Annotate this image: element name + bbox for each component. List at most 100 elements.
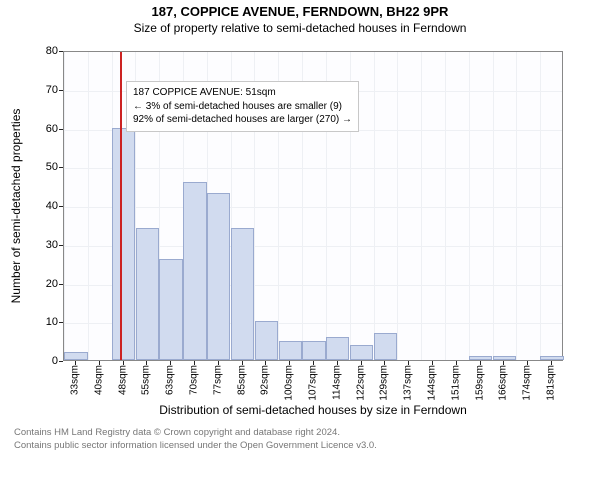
x-tick-label: 166sqm (498, 365, 509, 401)
histogram-bar (64, 352, 87, 360)
y-tick-label: 50 (28, 161, 58, 173)
y-tick-label: 70 (28, 84, 58, 96)
info-line-2: ← 3% of semi-detached houses are smaller… (133, 100, 352, 114)
y-tick-label: 60 (28, 123, 58, 135)
x-tick-label: 137sqm (403, 365, 414, 401)
x-tick-label: 33sqm (69, 365, 80, 395)
x-tick-mark (551, 361, 552, 365)
chart-title-main: 187, COPPICE AVENUE, FERNDOWN, BH22 9PR (8, 4, 592, 19)
footer-line-2: Contains public sector information licen… (14, 440, 592, 453)
x-axis-label: Distribution of semi-detached houses by … (63, 403, 563, 417)
histogram-bar (159, 259, 182, 360)
footer: Contains HM Land Registry data © Crown c… (8, 427, 592, 453)
y-tick-mark (59, 284, 63, 285)
chart-area: Number of semi-detached properties 187 C… (8, 41, 578, 421)
x-tick-mark (218, 361, 219, 365)
histogram-bar (302, 341, 325, 360)
x-tick-mark (337, 361, 338, 365)
x-tick-label: 181sqm (546, 365, 557, 401)
grid-line-v (397, 52, 398, 360)
grid-line-v (421, 52, 422, 360)
info-line-1: 187 COPPICE AVENUE: 51sqm (133, 86, 352, 100)
x-tick-label: 174sqm (522, 365, 533, 401)
info-line-3: 92% of semi-detached houses are larger (… (133, 113, 352, 127)
y-tick-mark (59, 167, 63, 168)
x-tick-label: 122sqm (355, 365, 366, 401)
histogram-bar (469, 356, 492, 360)
x-tick-label: 40sqm (93, 365, 104, 395)
x-tick-label: 63sqm (165, 365, 176, 395)
x-tick-mark (361, 361, 362, 365)
x-tick-label: 85sqm (236, 365, 247, 395)
x-tick-mark (408, 361, 409, 365)
grid-line-v (88, 52, 89, 360)
histogram-bar (231, 228, 254, 360)
x-tick-label: 159sqm (474, 365, 485, 401)
x-tick-mark (432, 361, 433, 365)
x-tick-mark (456, 361, 457, 365)
x-tick-mark (503, 361, 504, 365)
grid-line-v (469, 52, 470, 360)
chart-container: 187, COPPICE AVENUE, FERNDOWN, BH22 9PR … (0, 0, 600, 500)
y-tick-label: 80 (28, 45, 58, 57)
x-tick-mark (123, 361, 124, 365)
y-tick-mark (59, 245, 63, 246)
histogram-bar (493, 356, 516, 360)
x-tick-label: 107sqm (308, 365, 319, 401)
y-tick-mark (59, 129, 63, 130)
y-tick-label: 30 (28, 239, 58, 251)
x-tick-label: 100sqm (284, 365, 295, 401)
y-axis-label-wrap: Number of semi-detached properties (8, 51, 22, 361)
x-tick-label: 144sqm (427, 365, 438, 401)
histogram-bar (374, 333, 397, 360)
x-tick-mark (527, 361, 528, 365)
histogram-bar (136, 228, 159, 360)
grid-line-v (516, 52, 517, 360)
highlight-line (120, 52, 122, 360)
y-tick-label: 10 (28, 316, 58, 328)
grid-line-v (64, 52, 65, 360)
y-tick-mark (59, 322, 63, 323)
x-tick-mark (289, 361, 290, 365)
x-tick-label: 114sqm (331, 365, 342, 400)
y-tick-label: 0 (28, 355, 58, 367)
info-box: 187 COPPICE AVENUE: 51sqm ← 3% of semi-d… (126, 81, 359, 132)
x-tick-mark (146, 361, 147, 365)
y-tick-mark (59, 90, 63, 91)
x-tick-label: 151sqm (450, 365, 461, 401)
x-tick-mark (194, 361, 195, 365)
grid-line-h (64, 168, 562, 169)
footer-line-1: Contains HM Land Registry data © Crown c… (14, 427, 592, 440)
grid-line-v (540, 52, 541, 360)
x-tick-mark (170, 361, 171, 365)
y-tick-mark (59, 361, 63, 362)
grid-line-h (64, 207, 562, 208)
x-tick-mark (99, 361, 100, 365)
histogram-bar (540, 356, 563, 360)
chart-title-sub: Size of property relative to semi-detach… (8, 21, 592, 35)
y-tick-label: 20 (28, 278, 58, 290)
y-axis-label: Number of semi-detached properties (9, 109, 23, 304)
x-tick-label: 129sqm (379, 365, 390, 401)
grid-line-v (493, 52, 494, 360)
histogram-bar (207, 193, 230, 360)
histogram-bar (326, 337, 349, 360)
histogram-bar (183, 182, 206, 360)
y-tick-mark (59, 51, 63, 52)
x-tick-label: 92sqm (260, 365, 271, 395)
x-tick-label: 70sqm (188, 365, 199, 395)
y-tick-mark (59, 206, 63, 207)
x-tick-mark (384, 361, 385, 365)
x-tick-label: 77sqm (212, 365, 223, 395)
grid-line-v (374, 52, 375, 360)
x-tick-mark (313, 361, 314, 365)
x-tick-mark (75, 361, 76, 365)
histogram-bar (279, 341, 302, 360)
x-tick-mark (242, 361, 243, 365)
histogram-bar (112, 128, 135, 361)
histogram-bar (255, 321, 278, 360)
x-tick-label: 55sqm (141, 365, 152, 395)
x-tick-label: 48sqm (117, 365, 128, 395)
histogram-bar (350, 345, 373, 361)
y-tick-label: 40 (28, 200, 58, 212)
